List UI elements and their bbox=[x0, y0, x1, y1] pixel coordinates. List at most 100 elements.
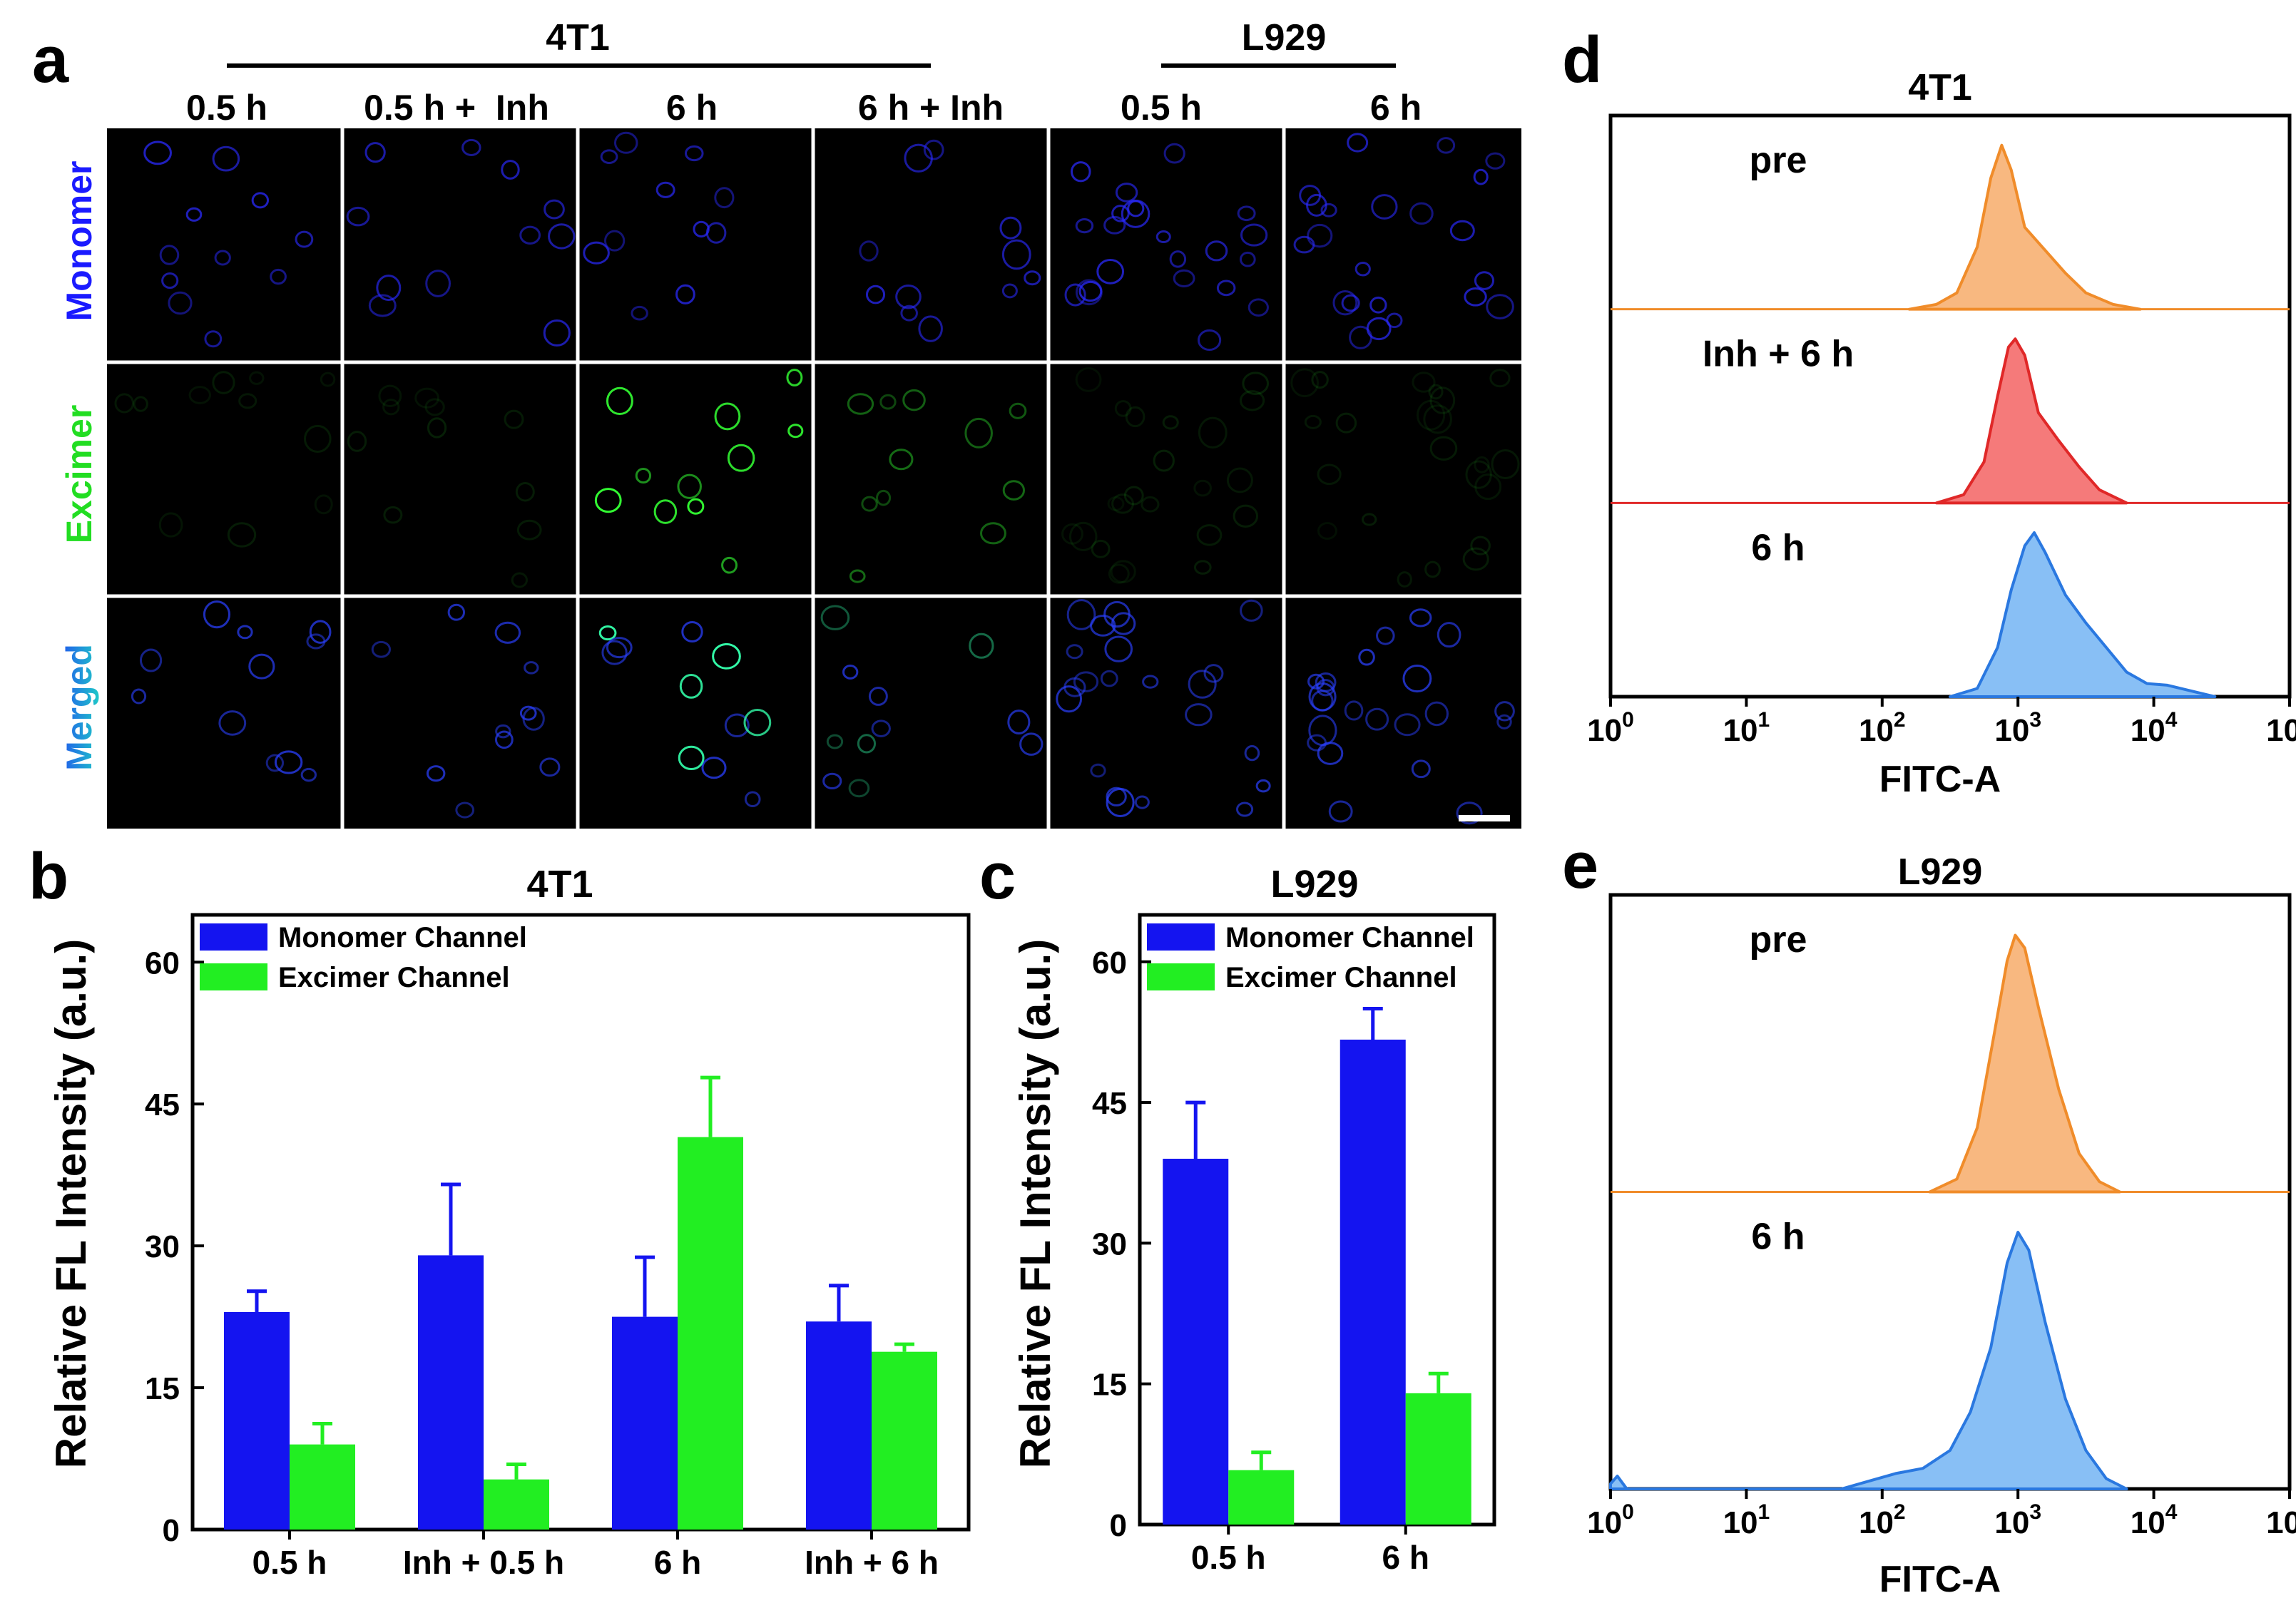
cell bbox=[1226, 467, 1253, 493]
cell bbox=[1462, 547, 1489, 571]
cell bbox=[1371, 194, 1398, 220]
cell bbox=[1361, 513, 1377, 526]
cell bbox=[876, 489, 892, 506]
cell bbox=[744, 791, 761, 808]
cell bbox=[822, 772, 842, 790]
cell bbox=[1193, 560, 1212, 575]
cell bbox=[1470, 536, 1491, 555]
cell bbox=[539, 757, 561, 777]
column-label: 0.5 h bbox=[1121, 88, 1202, 128]
cell bbox=[212, 145, 240, 172]
x-tick-label: 6 h bbox=[654, 1544, 701, 1581]
cell bbox=[1096, 259, 1125, 285]
cell bbox=[787, 424, 804, 439]
histogram-area bbox=[1907, 143, 2142, 311]
legend-label: Monomer Channel bbox=[1225, 922, 1474, 953]
cell bbox=[1366, 317, 1392, 341]
cell bbox=[424, 398, 445, 416]
cell bbox=[461, 138, 481, 157]
scale-bar bbox=[1459, 815, 1510, 821]
micro-tile bbox=[578, 596, 813, 829]
cell bbox=[1402, 665, 1432, 693]
panel-letter-b: b bbox=[29, 840, 68, 913]
cell bbox=[1316, 679, 1335, 697]
cell bbox=[455, 801, 475, 819]
histogram-area bbox=[1609, 1231, 2128, 1490]
cell bbox=[1491, 449, 1520, 480]
cell bbox=[1304, 414, 1322, 429]
x-tick-label: 104 bbox=[2131, 1500, 2178, 1540]
cell bbox=[1293, 235, 1315, 254]
cell bbox=[1115, 183, 1138, 203]
cell bbox=[679, 673, 703, 699]
y-tick-label: 30 bbox=[145, 1229, 180, 1264]
cell bbox=[724, 713, 750, 738]
cell bbox=[681, 621, 703, 642]
cell bbox=[1376, 626, 1395, 645]
cell bbox=[1185, 703, 1213, 727]
x-tick-label: 105 bbox=[2266, 1500, 2296, 1540]
cell bbox=[1255, 779, 1271, 793]
cell bbox=[1369, 296, 1387, 314]
bar bbox=[290, 1444, 355, 1530]
cell bbox=[1019, 732, 1044, 756]
cell bbox=[743, 708, 772, 737]
y-tick-label: 0 bbox=[1110, 1508, 1127, 1543]
cell bbox=[721, 556, 738, 574]
cell bbox=[1335, 412, 1357, 434]
cell bbox=[1411, 759, 1431, 779]
micro-tile bbox=[1048, 596, 1284, 829]
cell bbox=[1196, 524, 1223, 546]
cell bbox=[1317, 463, 1342, 486]
y-tick-label: 45 bbox=[1092, 1086, 1127, 1121]
x-tick-label: 103 bbox=[1994, 708, 2041, 748]
x-tick-label: Inh + 0.5 h bbox=[403, 1544, 564, 1581]
cell bbox=[414, 387, 439, 409]
cell bbox=[501, 160, 520, 180]
cell bbox=[1437, 137, 1456, 154]
bar bbox=[678, 1137, 743, 1530]
cell bbox=[1111, 205, 1130, 222]
cell bbox=[1496, 714, 1512, 729]
plot-frame bbox=[1138, 913, 1496, 1527]
cell bbox=[848, 779, 870, 798]
cell bbox=[1091, 539, 1111, 558]
cell bbox=[1111, 493, 1134, 514]
column-label: 0.5 h + Inh bbox=[364, 88, 549, 128]
legend-label: Excimer Channel bbox=[278, 962, 510, 993]
chart-e-xlabel: FITC-A bbox=[1879, 1559, 2001, 1598]
cell bbox=[868, 687, 888, 706]
micro-tile bbox=[1284, 128, 1521, 362]
cell bbox=[447, 603, 466, 621]
y-tick-label: 60 bbox=[1092, 946, 1127, 980]
cell bbox=[139, 648, 163, 672]
cell bbox=[1188, 670, 1217, 699]
column-label: 0.5 h bbox=[186, 88, 267, 128]
micro-tile bbox=[342, 596, 578, 829]
cell bbox=[1437, 622, 1461, 648]
cell bbox=[1111, 612, 1136, 635]
cell bbox=[1240, 223, 1268, 247]
chart-c-ylabel: Relative FL Intensity (a.u.) bbox=[1011, 939, 1059, 1468]
cell bbox=[212, 371, 235, 394]
cell bbox=[1347, 133, 1369, 153]
x-tick-label: 101 bbox=[1723, 708, 1770, 748]
cell bbox=[1311, 371, 1329, 389]
bar bbox=[1405, 1393, 1471, 1525]
cell bbox=[309, 620, 332, 644]
cell bbox=[1106, 787, 1127, 806]
cell bbox=[1233, 504, 1259, 528]
cell bbox=[1354, 261, 1371, 277]
bar bbox=[1163, 1159, 1229, 1525]
micro-tile bbox=[813, 128, 1048, 362]
cell bbox=[300, 767, 317, 782]
cell bbox=[364, 142, 386, 163]
cell bbox=[655, 181, 675, 198]
cell bbox=[425, 270, 451, 297]
cell bbox=[1110, 560, 1136, 583]
cell bbox=[999, 216, 1022, 240]
cell bbox=[238, 393, 257, 409]
cell bbox=[1473, 168, 1489, 185]
cell bbox=[1290, 368, 1319, 398]
